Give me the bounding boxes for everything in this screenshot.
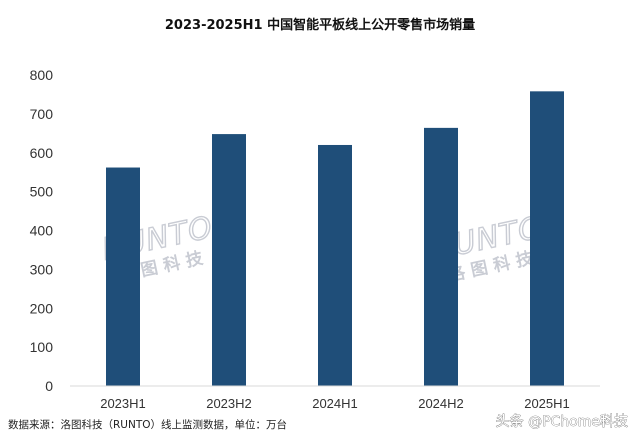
y-axis: 0 100 200 300 400 500 600 700 800 [30,67,54,394]
y-tick-label: 600 [30,145,54,161]
y-tick-label: 0 [45,378,53,394]
x-tick-label: 2025H1 [524,396,570,411]
y-tick-label: 300 [30,261,54,277]
y-tick-label: 200 [30,300,54,316]
corner-watermark: 头条 @PChome科技 [496,413,628,430]
x-tick-label: 2024H2 [418,396,464,411]
bar-2024H2 [424,127,458,387]
bar-2023H1 [106,167,140,386]
x-axis: 2023H1 2023H2 2024H1 2024H2 2025H1 [100,396,570,411]
y-tick-label: 700 [30,106,54,122]
bar-2025H1 [530,91,564,386]
bars-layer [106,91,564,387]
x-tick-label: 2023H2 [206,396,252,411]
y-tick-label: 800 [30,67,54,83]
y-tick-label: 100 [30,339,54,355]
x-tick-label: 2023H1 [100,396,146,411]
y-tick-label: 400 [30,223,54,239]
y-tick-label: 500 [30,184,54,200]
x-tick-label: 2024H1 [312,396,358,411]
bar-2024H1 [318,144,352,386]
chart-title: 2023-2025H1 中国智能平板线上公开零售市场销量 [165,17,475,33]
bar-2023H2 [212,134,246,386]
source-note: 数据来源：洛图科技（RUNTO）线上监测数据，单位：万台 [8,418,287,431]
